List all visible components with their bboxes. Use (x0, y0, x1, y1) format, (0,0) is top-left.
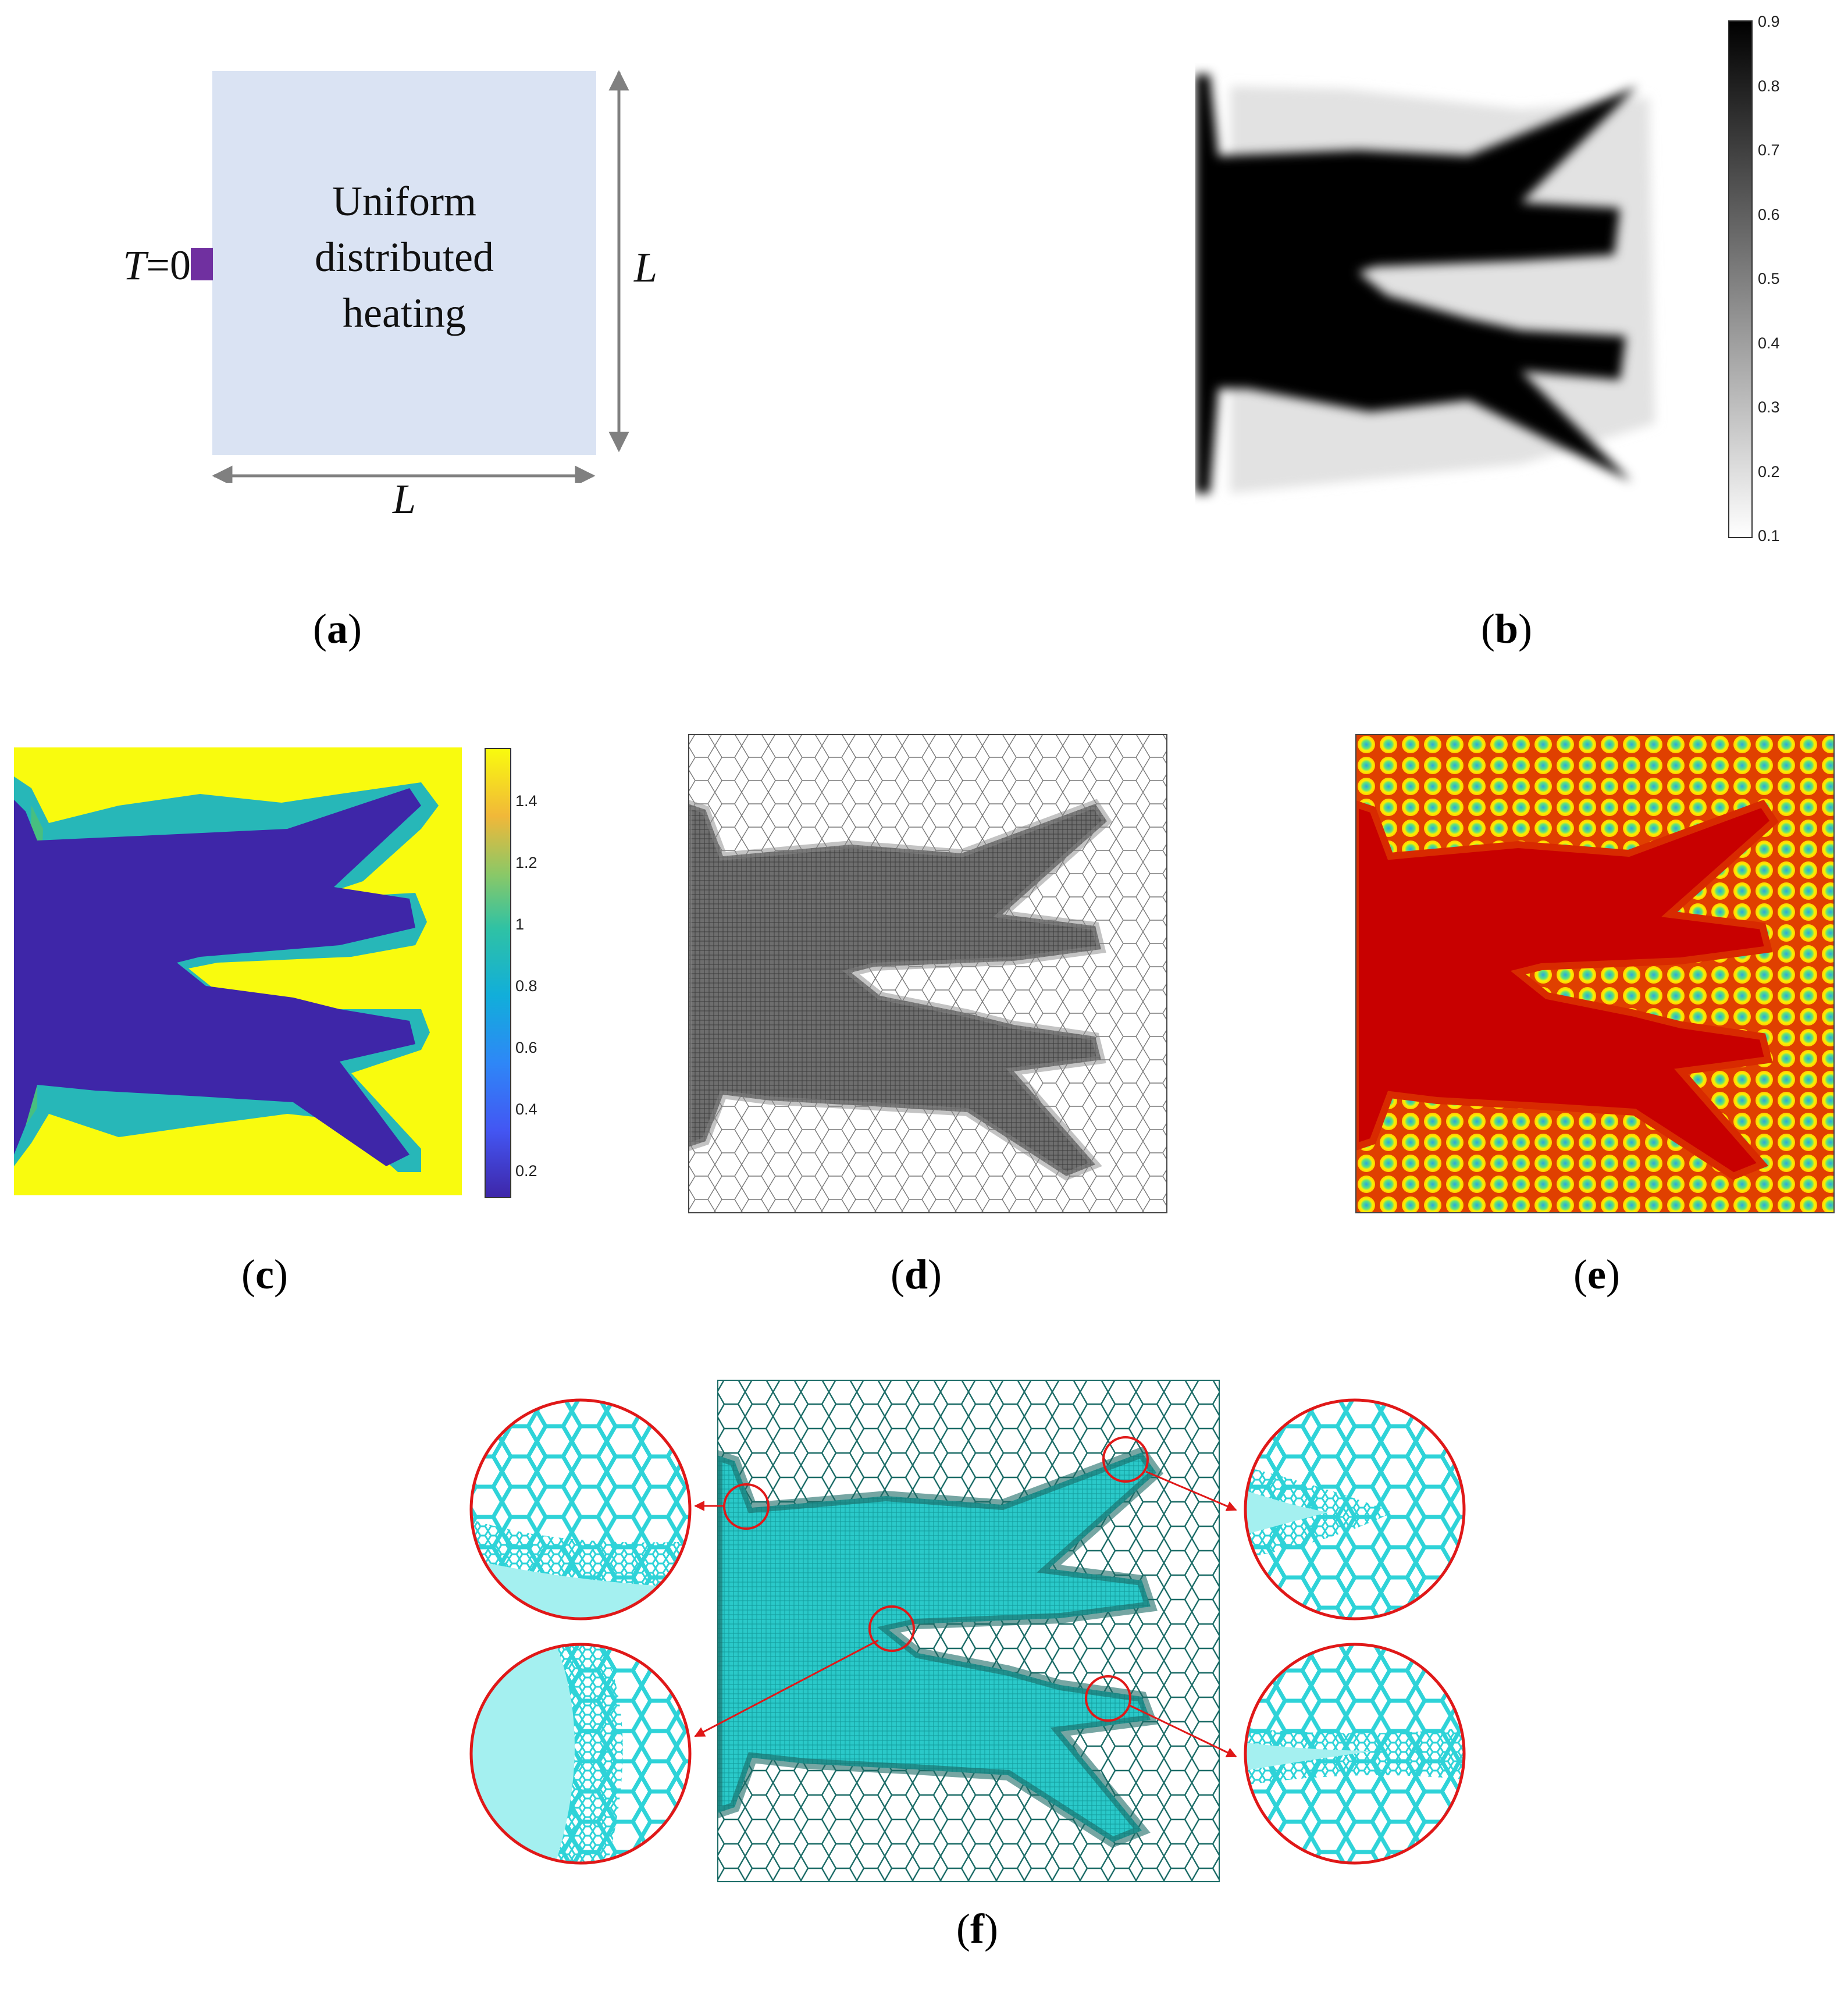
mesh-field-plot (1355, 734, 1835, 1213)
zoom-marker-3 (868, 1605, 915, 1652)
density-field-plot (1195, 63, 1672, 511)
conductivity-field-plot (14, 747, 462, 1195)
domain-description-line-3: heating (343, 290, 466, 336)
zoom-inset-3 (469, 1643, 692, 1865)
density-colorbar-tick-6: 0.3 (1758, 398, 1780, 416)
conductivity-colorbar-tick-5: 0.4 (515, 1100, 537, 1118)
heat-sink-boundary (191, 248, 213, 280)
zoom-inset-2 (1244, 1398, 1466, 1621)
density-colorbar-tick-0: 0.9 (1758, 13, 1780, 30)
domain-description-line-2: distributed (315, 234, 494, 280)
conductivity-colorbar-tick-2: 1 (515, 916, 525, 933)
conductivity-colorbar-tick-4: 0.6 (515, 1039, 537, 1056)
polygonal-mesh-plot (688, 734, 1167, 1213)
boundary-temperature-value: =0 (146, 242, 191, 289)
final-mesh-refined-region (717, 1446, 1164, 1849)
panel-label-b: (b) (1480, 606, 1532, 652)
boundary-condition-label: T=0 (109, 237, 191, 293)
zoom-marker-2 (1102, 1436, 1149, 1483)
conductivity-colorbar-tick-1: 1.2 (515, 854, 537, 871)
final-mesh-plot (717, 1380, 1220, 1882)
panel-label-d: (d) (890, 1251, 942, 1298)
mesh-field-solid-region (1355, 799, 1779, 1180)
density-colorbar (1728, 20, 1753, 538)
boundary-temperature-symbol: T (123, 242, 147, 289)
zoom-inset-1 (469, 1398, 692, 1621)
density-colorbar-tick-3: 0.6 (1758, 205, 1780, 223)
conductivity-colorbar (485, 748, 511, 1198)
conductivity-colorbar-tick-6: 0.2 (515, 1162, 537, 1180)
dimension-arrows (212, 70, 629, 483)
panel-label-f: (f) (956, 1906, 998, 1952)
zoom-marker-4 (1085, 1675, 1131, 1722)
density-solid-region (1195, 74, 1637, 493)
panel-label-c: (c) (241, 1251, 288, 1298)
density-colorbar-tick-8: 0.1 (1758, 527, 1780, 544)
density-colorbar-tick-2: 0.7 (1758, 141, 1780, 159)
conductivity-low-region (14, 788, 421, 1166)
domain-description-line-1: Uniform (332, 178, 476, 225)
design-domain (212, 71, 596, 455)
zoom-inset-4 (1244, 1643, 1466, 1865)
zoom-leader-lines (694, 1470, 1237, 1758)
panel-label-a: (a) (313, 606, 362, 652)
conductivity-colorbar-tick-0: 1.4 (515, 792, 537, 810)
height-label: L (633, 244, 658, 291)
density-colorbar-tick-1: 0.8 (1758, 77, 1780, 95)
density-colorbar-tick-5: 0.4 (1758, 334, 1780, 352)
width-label: L (392, 476, 416, 522)
density-colorbar-tick-4: 0.5 (1758, 270, 1780, 287)
domain-description: Uniform distributed heating (212, 173, 596, 341)
conductivity-colorbar-tick-3: 0.8 (515, 977, 537, 995)
mesh-refined-region (688, 799, 1113, 1181)
panel-label-e: (e) (1573, 1251, 1620, 1298)
density-colorbar-tick-7: 0.2 (1758, 462, 1780, 480)
